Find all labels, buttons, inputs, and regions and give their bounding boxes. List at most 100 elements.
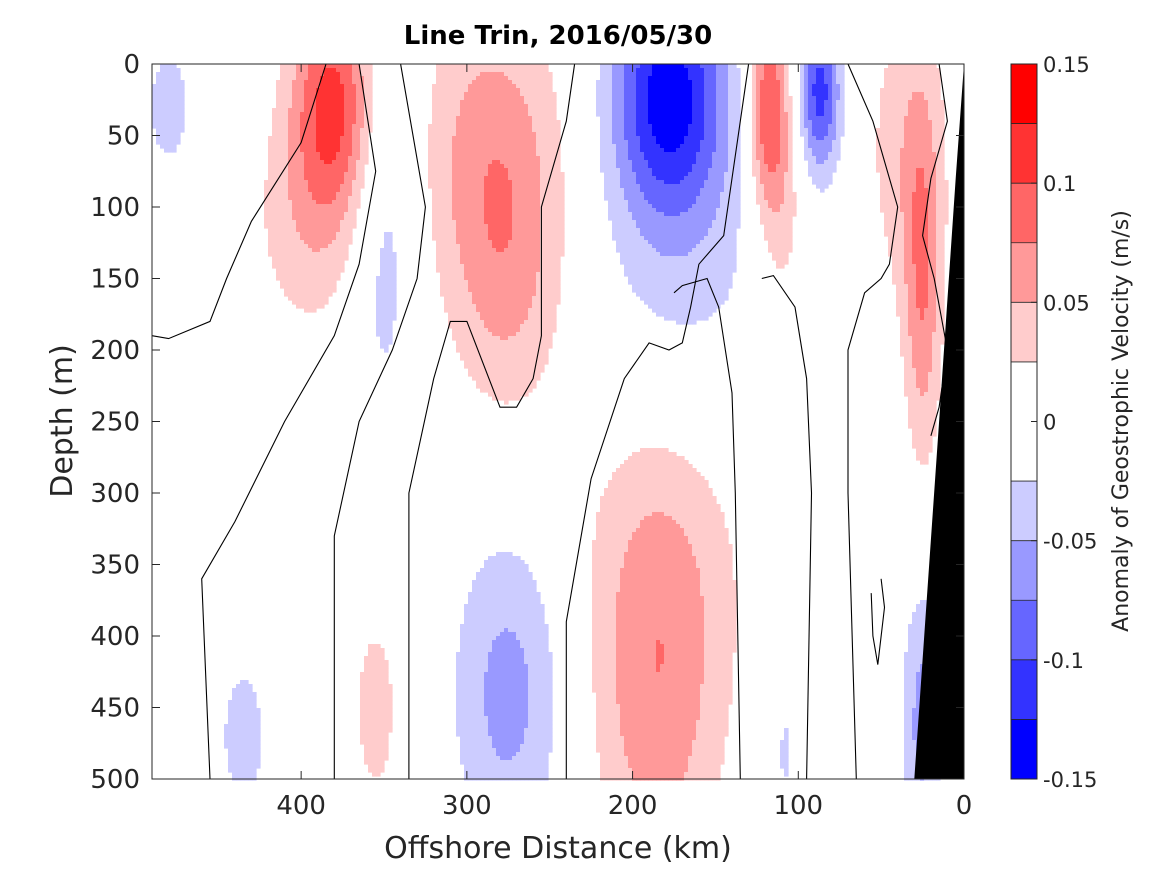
heatmap-cell	[472, 72, 477, 77]
heatmap-cell	[228, 744, 233, 749]
heatmap-cell	[460, 760, 465, 765]
heatmap-cell	[316, 156, 321, 161]
heatmap-cell	[492, 580, 497, 585]
heatmap-cell	[448, 212, 453, 217]
heatmap-cell	[268, 192, 273, 197]
heatmap-cell	[480, 572, 485, 577]
heatmap-cell	[312, 284, 317, 289]
heatmap-cell	[440, 64, 445, 69]
heatmap-cell	[480, 348, 485, 353]
heatmap-cell	[492, 388, 497, 393]
heatmap-cell	[384, 332, 389, 337]
heatmap-cell	[380, 248, 385, 253]
heatmap-cell	[468, 284, 473, 289]
heatmap-cell	[248, 748, 253, 753]
heatmap-cell	[328, 204, 333, 209]
heatmap-cell	[312, 80, 317, 85]
heatmap-cell	[288, 268, 293, 273]
heatmap-cell	[444, 180, 449, 185]
heatmap-cell	[524, 228, 529, 233]
heatmap-cell	[472, 252, 477, 257]
heatmap-cell	[392, 316, 397, 321]
heatmap-cell	[508, 612, 513, 617]
heatmap-cell	[476, 280, 481, 285]
heatmap-cell	[292, 144, 297, 149]
heatmap-cell	[464, 748, 469, 753]
heatmap-cell	[504, 92, 509, 97]
heatmap-cell	[284, 100, 289, 105]
heatmap-cell	[532, 140, 537, 145]
heatmap-cell	[464, 764, 469, 769]
heatmap-cell	[320, 260, 325, 265]
heatmap-cell	[332, 224, 337, 229]
heatmap-cell	[492, 292, 497, 297]
heatmap-cell	[380, 660, 385, 665]
heatmap-cell	[488, 764, 493, 769]
heatmap-cell	[436, 220, 441, 225]
heatmap-cell	[168, 80, 173, 85]
heatmap-cell	[516, 712, 521, 717]
heatmap-cell	[512, 240, 517, 245]
heatmap-cell	[468, 760, 473, 765]
heatmap-cell	[172, 68, 177, 73]
heatmap-cell	[448, 148, 453, 153]
heatmap-cell	[292, 284, 297, 289]
heatmap-cell	[496, 88, 501, 93]
heatmap-cell	[472, 680, 477, 685]
heatmap-cell	[496, 748, 501, 753]
heatmap-cell	[496, 664, 501, 669]
heatmap-cell	[496, 196, 501, 201]
heatmap-cell	[456, 656, 461, 661]
heatmap-cell	[512, 592, 517, 597]
heatmap-cell	[452, 172, 457, 177]
heatmap-cell	[356, 204, 361, 209]
heatmap-cell	[504, 212, 509, 217]
heatmap-cell	[364, 128, 369, 133]
heatmap-cell	[348, 104, 353, 109]
heatmap-cell	[480, 672, 485, 677]
heatmap-cell	[508, 152, 513, 157]
heatmap-cell	[384, 320, 389, 325]
heatmap-cell	[488, 752, 493, 757]
heatmap-cell	[460, 700, 465, 705]
heatmap-cell	[524, 356, 529, 361]
heatmap-cell	[440, 200, 445, 205]
heatmap-cell	[528, 220, 533, 225]
heatmap-cell	[528, 608, 533, 613]
heatmap-cell	[476, 776, 481, 781]
heatmap-cell	[472, 108, 477, 113]
heatmap-cell	[388, 712, 393, 717]
heatmap-cell	[524, 708, 529, 713]
heatmap-cell	[280, 144, 285, 149]
heatmap-cell	[232, 752, 237, 757]
heatmap-cell	[452, 188, 457, 193]
heatmap-cell	[476, 224, 481, 229]
heatmap-cell	[464, 360, 469, 365]
heatmap-cell	[520, 736, 525, 741]
heatmap-cell	[308, 204, 313, 209]
heatmap-cell	[492, 772, 497, 777]
heatmap-cell	[456, 192, 461, 197]
heatmap-cell	[476, 96, 481, 101]
heatmap-cell	[504, 380, 509, 385]
heatmap-cell	[488, 320, 493, 325]
heatmap-cell	[496, 752, 501, 757]
heatmap-cell	[300, 300, 305, 305]
heatmap-cell	[484, 596, 489, 601]
heatmap-cell	[324, 184, 329, 189]
heatmap-cell	[524, 172, 529, 177]
heatmap-cell	[460, 96, 465, 101]
heatmap-cell	[472, 584, 477, 589]
heatmap-cell	[472, 164, 477, 169]
heatmap-cell	[500, 620, 505, 625]
heatmap-cell	[472, 616, 477, 621]
heatmap-cell	[380, 340, 385, 345]
heatmap-cell	[340, 240, 345, 245]
heatmap-cell	[504, 400, 509, 405]
heatmap-cell	[304, 288, 309, 293]
heatmap-cell	[520, 640, 525, 645]
heatmap-cell	[304, 168, 309, 173]
heatmap-cell	[512, 704, 517, 709]
heatmap-cell	[464, 64, 469, 69]
heatmap-cell	[384, 744, 389, 749]
